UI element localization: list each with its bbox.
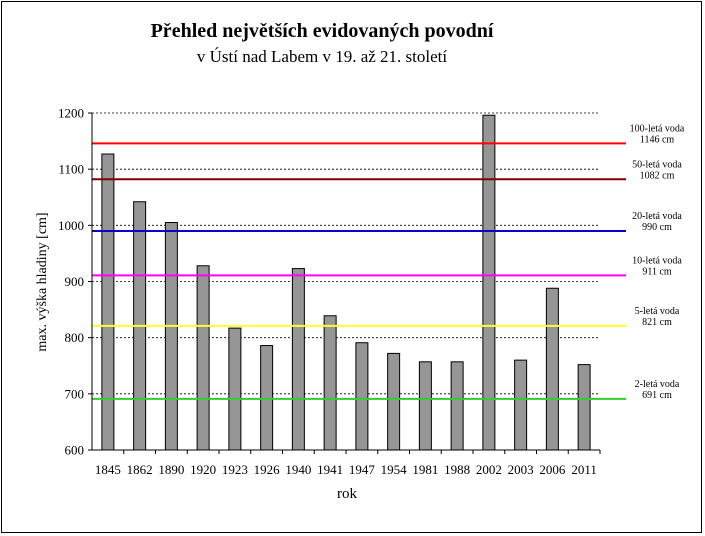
x-tick-label: 2006 — [539, 462, 566, 477]
x-tick-label: 1926 — [254, 462, 281, 477]
bar-1941 — [323, 315, 337, 451]
bar-2003 — [514, 359, 528, 451]
x-axis-label: rok — [337, 486, 357, 502]
x-tick-label: 1890 — [158, 462, 184, 477]
bar-2006 — [545, 287, 559, 451]
reference-lines — [92, 142, 626, 400]
reference-value: 821 cm — [642, 317, 672, 328]
reference-label: 10-letá voda — [632, 255, 682, 266]
x-tick-label: 1940 — [285, 462, 311, 477]
y-tick-label: 800 — [65, 330, 85, 345]
reference-label: 50-letá voda — [632, 159, 682, 170]
chart-subtitle: v Ústí nad Labem v 19. až 21. století — [196, 47, 448, 66]
bar-1940 — [291, 268, 305, 451]
y-tick-label: 600 — [65, 443, 85, 458]
bar-1920 — [196, 265, 210, 451]
reference-label: 20-letá voda — [632, 211, 682, 222]
reference-label: 2-letá voda — [635, 379, 680, 390]
reference-value: 1146 cm — [640, 134, 675, 145]
reference-value: 911 cm — [642, 266, 672, 277]
reference-value: 990 cm — [642, 222, 672, 233]
x-tick-label: 1988 — [444, 462, 470, 477]
reference-value: 1082 cm — [640, 170, 675, 181]
y-tick-label: 1000 — [58, 218, 84, 233]
reference-label: 5-letá voda — [635, 306, 680, 317]
bars — [101, 114, 591, 451]
chart-title: Přehled největších evidovaných povodní — [150, 20, 494, 42]
x-tick-label: 1862 — [127, 462, 153, 477]
x-tick-label: 2011 — [571, 462, 597, 477]
bar-2011 — [577, 364, 591, 451]
x-tick-label: 1923 — [222, 462, 248, 477]
bar-1923 — [228, 327, 242, 451]
y-tick-label: 1200 — [58, 106, 84, 121]
y-tick-label: 1100 — [58, 162, 84, 177]
x-tick-label: 1920 — [190, 462, 216, 477]
x-tick-label: 1954 — [381, 462, 408, 477]
bar-1954 — [387, 352, 401, 451]
x-tick-label: 2002 — [476, 462, 502, 477]
reference-label: 100-letá voda — [630, 123, 685, 134]
x-tick-label: 1981 — [412, 462, 438, 477]
y-tick-label: 900 — [65, 274, 85, 289]
x-tick-labels: 1845 1862 1890 1920 1923 1926 1940 1941 1947 1954… — [95, 462, 597, 477]
reference-value: 691 cm — [642, 390, 672, 401]
bar-1947 — [355, 342, 369, 451]
bar-1926 — [260, 345, 274, 451]
axes — [88, 112, 601, 454]
y-tick-label: 700 — [65, 386, 85, 401]
bar-1890 — [164, 222, 178, 451]
y-tick-labels: 600 700 800 900 1000 1100 1200 — [58, 106, 84, 458]
x-tick-label: 1845 — [95, 462, 121, 477]
x-tick-label: 1941 — [317, 462, 343, 477]
bar-1988 — [450, 361, 464, 451]
bar-1981 — [418, 361, 432, 451]
x-tick-label: 2003 — [508, 462, 534, 477]
y-axis-label: max. výška hladiny [cm] — [35, 212, 50, 351]
bar-1845 — [101, 153, 115, 451]
x-tick-label: 1947 — [349, 462, 376, 477]
